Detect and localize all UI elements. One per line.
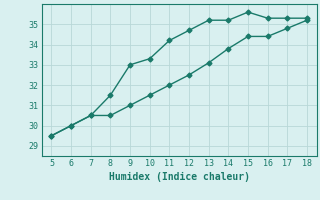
X-axis label: Humidex (Indice chaleur): Humidex (Indice chaleur) (109, 172, 250, 182)
